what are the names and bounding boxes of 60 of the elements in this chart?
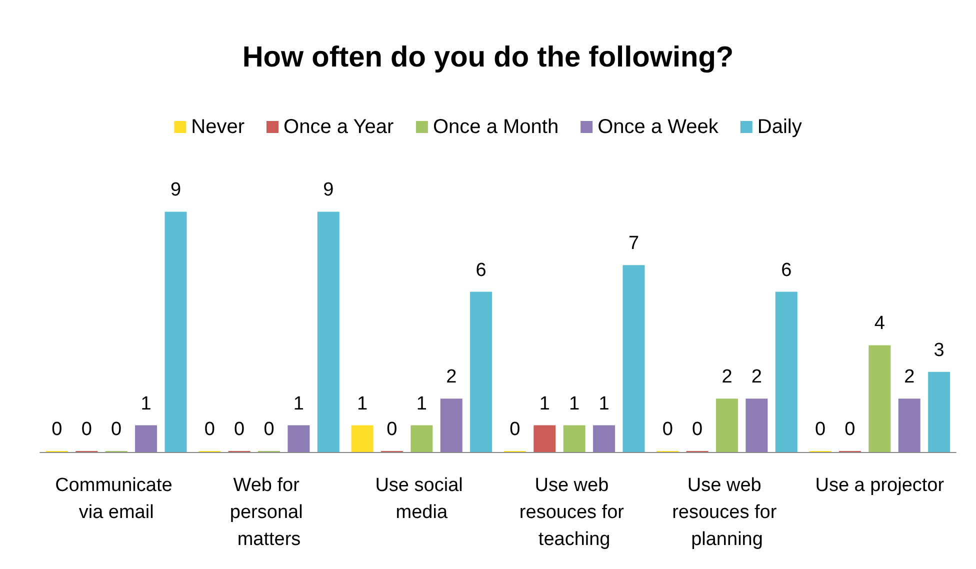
bar	[534, 425, 556, 452]
bar	[164, 212, 187, 452]
data-label: 3	[934, 340, 944, 361]
data-label: 0	[814, 419, 826, 440]
data-label: 1	[598, 393, 610, 414]
bar	[135, 425, 158, 452]
data-label: 0	[264, 419, 274, 440]
data-label: 2	[751, 366, 762, 388]
bar	[288, 425, 310, 452]
data-label: 2	[722, 366, 732, 388]
bar	[317, 212, 340, 452]
data-label: 0	[52, 419, 62, 440]
data-label: 1	[416, 393, 427, 414]
legend-label: Once a Year	[284, 116, 394, 138]
data-label: 2	[904, 366, 915, 388]
data-label: 6	[781, 260, 792, 281]
data-label: 0	[234, 419, 245, 440]
data-label: 0	[81, 419, 92, 440]
x-tick-label: Use web resouces for planning	[672, 475, 782, 550]
bar	[593, 425, 616, 452]
bar	[440, 398, 462, 452]
data-label: 0	[662, 419, 673, 440]
legend-label: Daily	[757, 116, 802, 138]
x-tick-label: Use social media	[375, 475, 468, 523]
data-label: 2	[446, 366, 457, 388]
data-label: 1	[569, 393, 580, 414]
x-tick-label: Use web resouces for teaching	[519, 475, 630, 550]
bar	[716, 398, 738, 452]
data-label: 0	[111, 419, 122, 440]
data-label: 9	[170, 180, 182, 201]
chart-title: How often do you do the following?	[242, 42, 734, 74]
data-label: 0	[386, 419, 398, 440]
bar	[470, 292, 492, 452]
data-label: 0	[692, 419, 703, 440]
data-label: 9	[323, 180, 334, 201]
bar	[351, 425, 374, 452]
bar	[563, 425, 586, 452]
bar	[410, 425, 433, 452]
legend-label: Once a Month	[432, 116, 559, 138]
bar	[868, 345, 891, 452]
data-label: 0	[844, 419, 856, 440]
bar	[928, 372, 950, 452]
x-tick-label: Web for personal matters	[230, 475, 308, 550]
legend-label: Once a Week	[598, 116, 720, 138]
x-tick-label: Communicate via email	[55, 475, 178, 523]
data-label: 7	[628, 233, 640, 254]
bar	[746, 398, 768, 452]
bar	[898, 398, 920, 452]
data-label: 1	[140, 393, 152, 414]
data-label: 0	[204, 419, 215, 440]
bar	[622, 265, 645, 452]
data-label: 1	[293, 393, 304, 414]
data-label: 6	[476, 260, 486, 281]
data-label: 1	[539, 393, 550, 414]
data-label: 4	[874, 313, 886, 334]
bar	[775, 292, 798, 452]
data-label: 0	[510, 419, 520, 440]
data-label: 1	[356, 393, 368, 414]
legend-label: Never	[191, 116, 245, 138]
x-tick-label: Use a projector	[815, 475, 945, 496]
